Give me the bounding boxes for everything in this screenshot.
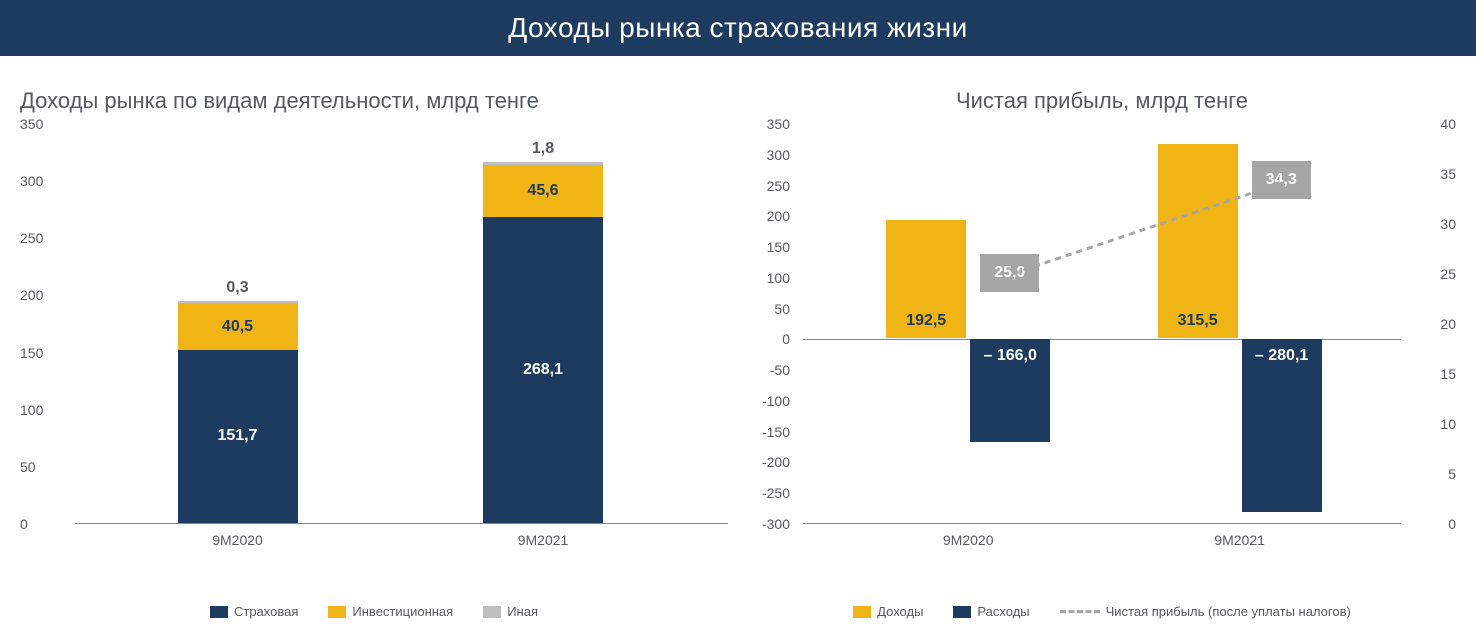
page-title: Доходы рынка страхования жизни [508,12,968,43]
bar-segment: 1,8 [483,162,603,164]
income-bar: 315,5 [1158,144,1238,338]
bar-group: 151,7 40,5 0,3 [178,123,298,523]
legend-label: Расходы [977,604,1029,619]
bar-segment: 45,6 [483,165,603,217]
legend-swatch [328,606,346,618]
bar-group: 268,1 45,6 1,8 [483,123,603,523]
y-tick-label-right: 35 [1440,166,1456,182]
charts-container: Доходы рынка по видам деятельности, млрд… [0,56,1476,629]
left-chart-panel: Доходы рынка по видам деятельности, млрд… [20,66,728,619]
bar-segment: 0,3 [178,301,298,303]
right-plot: 192,5– 166,09М202025,0315,5– 280,19М2021… [803,124,1401,524]
bar-value-label: 1,8 [532,140,554,158]
legend-label: Чистая прибыль (после уплаты налогов) [1106,604,1351,619]
y-tick-label: -250 [762,485,790,501]
y-tick-label-right: 0 [1448,516,1456,532]
y-tick-label: 50 [774,301,790,317]
y-tick-label: 300 [20,173,43,189]
legend-label: Иная [507,604,538,619]
legend-item: Чистая прибыль (после уплаты налогов) [1060,604,1351,619]
y-tick-label: -50 [770,362,790,378]
y-tick-label: 50 [20,459,36,475]
y-tick-label: 100 [20,402,43,418]
bar-segment: 268,1 [483,217,603,523]
y-tick-label: -200 [762,454,790,470]
expense-bar: – 280,1 [1242,339,1322,511]
y-tick-label: -100 [762,393,790,409]
y-tick-label: 150 [767,239,790,255]
legend-item: Иная [483,604,538,619]
right-chart-area: -300-250-200-150-100-5005010015020025030… [748,124,1456,564]
bar-value-label: 151,7 [217,427,257,445]
category-label: 9М2021 [518,532,569,548]
y-tick-label: 200 [20,287,43,303]
y-tick-label-right: 5 [1448,466,1456,482]
legend-item: Доходы [853,604,923,619]
bar-segment: 151,7 [178,350,298,523]
category-label: 9М2021 [1214,532,1265,548]
legend-swatch [853,606,871,618]
y-tick-label-right: 30 [1440,216,1456,232]
income-value-label: 192,5 [906,312,946,330]
expense-value-label: – 280,1 [1255,347,1308,365]
y-tick-label-right: 15 [1440,366,1456,382]
y-tick-label: 300 [767,147,790,163]
y-tick-label: -150 [762,424,790,440]
y-tick-label: 0 [20,516,28,532]
y-tick-label-right: 25 [1440,266,1456,282]
right-y-axis-left: -300-250-200-150-100-5005010015020025030… [748,124,798,524]
legend-label: Доходы [877,604,923,619]
page-header: Доходы рынка страхования жизни [0,0,1476,56]
y-tick-label: 350 [767,116,790,132]
y-tick-label: 350 [20,116,43,132]
right-chart-panel: Чистая прибыль, млрд тенге -300 -250 -200 -… [748,66,1456,619]
profit-value-label: 34,3 [1252,161,1311,199]
y-tick-label: 0 [782,331,790,347]
left-chart-title: Доходы рынка по видам деятельности, млрд… [20,88,728,114]
profit-value-label: 25,0 [980,254,1039,292]
legend-swatch [210,606,228,618]
y-tick-label: -300 [762,516,790,532]
right-legend: Доходы Расходы Чистая прибыль (после уплат… [748,604,1456,619]
left-chart-area: 050100150200250300350 151,740,50,39М2020… [20,124,728,564]
bar-value-label: 0,3 [226,279,248,297]
legend-label: Страховая [234,604,298,619]
right-y-axis-right: 0510152025303540 [1406,124,1456,524]
legend-item: Страховая [210,604,298,619]
category-label: 9М2020 [943,532,994,548]
bar-value-label: 45,6 [527,182,558,200]
left-plot: 151,740,50,39М2020268,145,61,89М2021 [75,124,728,524]
y-tick-label: 200 [767,208,790,224]
legend-label: Инвестиционная [352,604,453,619]
legend-swatch [483,606,501,618]
y-tick-label: 250 [767,178,790,194]
legend-item: Инвестиционная [328,604,453,619]
bar-value-label: 40,5 [222,318,253,336]
y-tick-label-right: 10 [1440,416,1456,432]
bar-segment: 40,5 [178,303,298,349]
legend-item: Расходы [953,604,1029,619]
legend-line-swatch [1060,610,1100,613]
y-tick-label: 100 [767,270,790,286]
category-label: 9М2020 [212,532,263,548]
expense-bar: – 166,0 [970,339,1050,441]
y-tick-label-right: 20 [1440,316,1456,332]
y-tick-label: 150 [20,345,43,361]
left-legend: Страховая Инвестиционная Иная [20,604,728,619]
expense-value-label: – 166,0 [983,347,1036,365]
legend-swatch [953,606,971,618]
left-y-axis: 050100150200250300350 [20,124,70,524]
bar-value-label: 268,1 [523,361,563,379]
income-bar: 192,5 [886,220,966,338]
y-tick-label-right: 40 [1440,116,1456,132]
y-tick-label: 250 [20,230,43,246]
right-chart-title: Чистая прибыль, млрд тенге [748,88,1456,114]
income-value-label: 315,5 [1178,312,1218,330]
